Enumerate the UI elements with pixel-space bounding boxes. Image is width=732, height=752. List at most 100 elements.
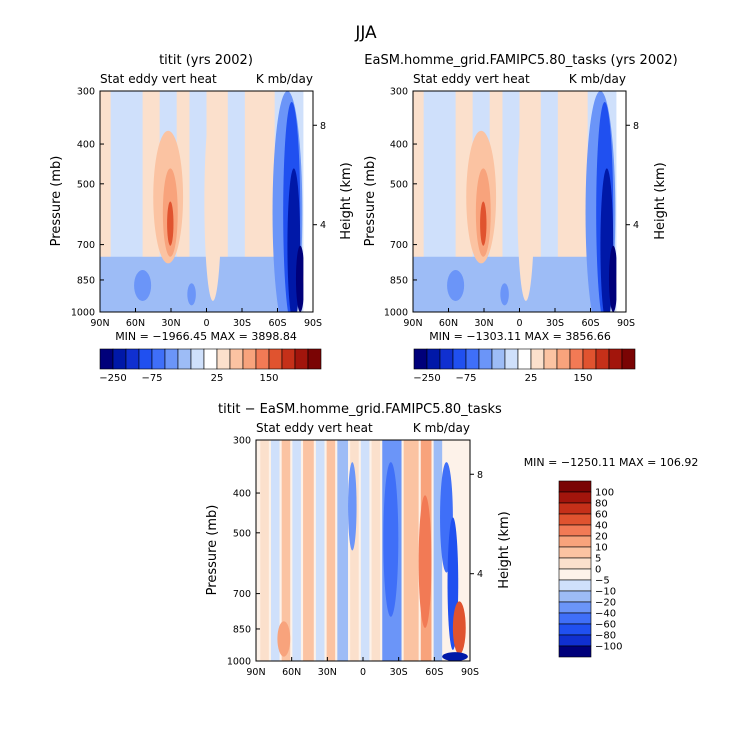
y-tick-label: 400 [390,140,408,151]
colorbar-label: −75 [141,373,162,384]
colorbar-cell [558,546,592,559]
x-tick-label: 90S [617,318,635,329]
colorbar-cell [307,348,322,370]
y-tick-label: 700 [233,589,251,600]
colorbar-cell [558,557,592,570]
colorbar-cell [138,348,153,370]
x-tick-label: 0 [360,667,366,678]
colorbar-label: 60 [595,510,608,521]
colorbar-label: 100 [595,488,614,499]
field-band [281,440,291,661]
diff-subtitle: Stat eddy vert heat [256,421,373,435]
field-feature [500,283,509,306]
field-missing-edge [303,91,313,312]
field-band [326,440,336,661]
x-tick-label: 90S [304,318,322,329]
field-band [337,440,349,661]
colorbar-cell [164,348,179,370]
x-tick-label: 30S [390,667,408,678]
field-feature [295,245,305,312]
y-tick-label: 1000 [71,308,95,319]
colorbar-cell [558,601,592,614]
y-tick-label: 400 [77,140,95,151]
right-ylabel: Pressure (mb) [363,156,378,247]
height-tick-label: 4 [477,569,483,580]
colorbar-cell [439,348,454,370]
colorbar-cell [112,348,127,370]
colorbar-cell [491,348,506,370]
diff-ylabel: Pressure (mb) [205,505,220,596]
field-band [350,440,359,661]
colorbar-cell [216,348,231,370]
colorbar-label: −250 [413,373,440,384]
field-feature [452,601,466,655]
colorbar-label: −100 [595,642,622,653]
colorbar-cell [281,348,296,370]
diff-title: titit − EaSM.homme_grid.FAMIPC5.80_tasks [218,402,502,417]
height-tick-label: 8 [320,121,326,132]
x-tick-label: 60N [126,318,145,329]
left-contour-field [100,91,313,312]
field-lower-region [413,256,605,312]
x-tick-label: 30N [161,318,180,329]
x-tick-label: 60S [268,318,286,329]
colorbar-label: 80 [595,499,608,510]
colorbar-cell [465,348,480,370]
y-tick-label: 300 [77,87,95,98]
colorbar-cell [151,348,166,370]
x-tick-label: 90N [403,318,422,329]
y-tick-label: 1000 [227,657,251,668]
height-tick-label: 4 [320,220,326,231]
y-tick-label: 500 [390,179,408,190]
colorbar-cell [452,348,467,370]
field-band [403,440,419,661]
y-tick-label: 300 [233,436,251,447]
field-feature [608,245,618,312]
x-tick-label: 0 [516,318,522,329]
left-colorbar: −250 −75 25 150 [99,348,322,384]
colorbar-label: 0 [595,565,601,576]
page-title: JJA [354,23,377,43]
field-band [260,440,269,661]
x-tick-label: 90N [90,318,109,329]
right-contour-field [413,91,626,312]
colorbar-cell [125,348,140,370]
diff-minmax: MIN = −1250.11 MAX = 106.92 [524,456,699,469]
y-tick-label: 850 [77,275,95,286]
colorbar-label: 20 [595,532,608,543]
right-minmax: MIN = −1303.11 MAX = 3856.66 [429,330,611,343]
left-title: titit (yrs 2002) [159,53,253,68]
y-tick-label: 700 [390,240,408,251]
colorbar-cell [569,348,584,370]
field-lower-region [100,256,292,312]
y-tick-label: 1000 [384,308,408,319]
field-band [100,91,111,312]
field-band [292,440,301,661]
y-tick-label: 850 [233,624,251,635]
x-tick-label: 60N [439,318,458,329]
x-tick-label: 30S [546,318,564,329]
x-tick-label: 90S [461,667,479,678]
colorbar-cell [558,645,592,658]
field-band [315,440,325,661]
colorbar-cell [229,348,244,370]
field-feature [277,621,291,657]
field-feature [134,270,152,301]
colorbar-label: −60 [595,620,616,631]
field-band [433,440,443,661]
left-minmax: MIN = −1966.45 MAX = 3898.84 [115,330,297,343]
left-ylabel: Pressure (mb) [49,156,64,247]
x-tick-label: 60S [425,667,443,678]
field-feature [187,283,196,306]
field-feature [204,102,222,301]
height-tick-label: 8 [477,470,483,481]
field-missing-edge [616,91,626,312]
colorbar-label: 150 [573,373,592,384]
right-ylabel-right: Height (km) [653,162,668,239]
colorbar-label: −250 [99,373,126,384]
colorbar-cell [558,524,592,537]
colorbar-cell [558,535,592,548]
right-subtitle: Stat eddy vert heat [413,72,530,86]
